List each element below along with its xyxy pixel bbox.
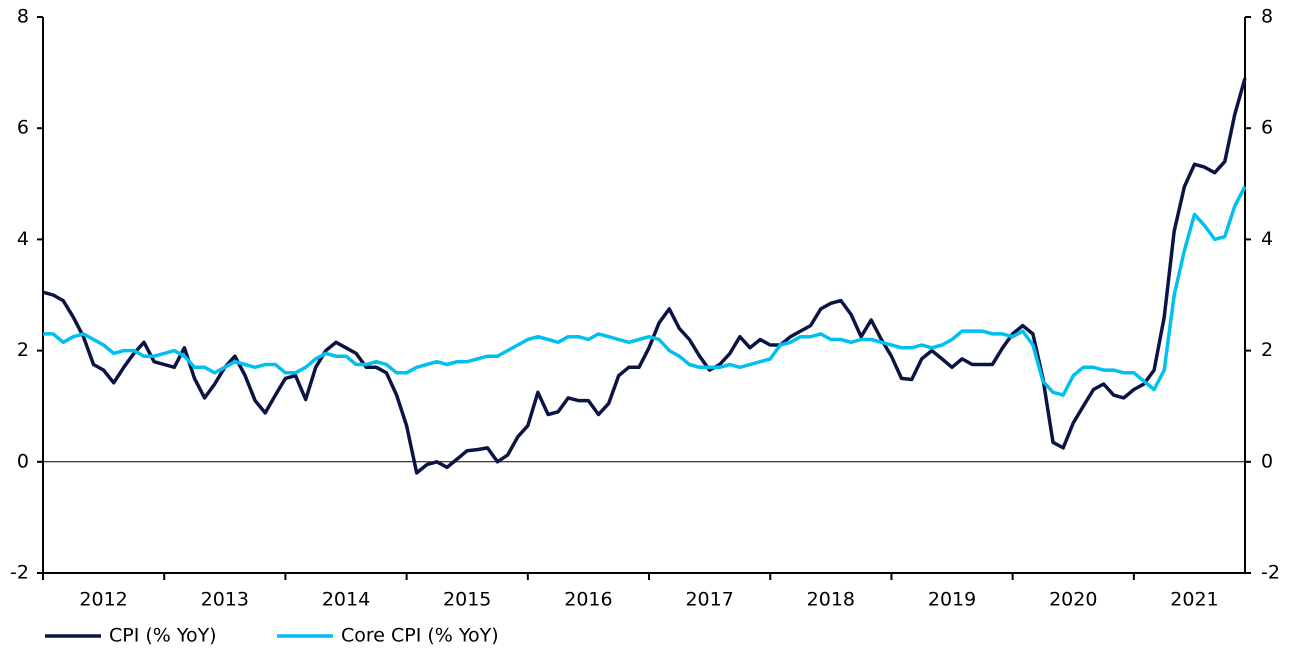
x-tick-label: 2018 <box>807 589 855 611</box>
y2-tick-label: 6 <box>1261 117 1273 139</box>
legend-label: CPI (% YoY) <box>109 625 217 647</box>
x-tick-label: 2015 <box>443 589 491 611</box>
legend-label: Core CPI (% YoY) <box>341 625 499 647</box>
x-tick-label: 2016 <box>564 589 612 611</box>
y-tick-label: 6 <box>17 117 29 139</box>
y-tick-label: 4 <box>17 228 29 250</box>
y-tick-label: 2 <box>17 339 29 361</box>
y2-tick-label: 0 <box>1261 450 1273 472</box>
x-tick-label: 2019 <box>928 589 976 611</box>
x-tick-label: 2013 <box>201 589 249 611</box>
x-tick-label: 2021 <box>1170 589 1218 611</box>
series-line <box>42 77 1247 475</box>
y-tick-label: 0 <box>17 450 29 472</box>
y2-tick-label: 8 <box>1261 6 1273 28</box>
y-tick-label: 8 <box>17 6 29 28</box>
y-tick-label: -2 <box>10 562 29 584</box>
x-tick-label: 2017 <box>685 589 733 611</box>
y2-tick-label: -2 <box>1261 562 1280 584</box>
y2-tick-label: 2 <box>1261 339 1273 361</box>
series-line <box>43 185 1247 397</box>
y2-tick-label: 4 <box>1261 228 1273 250</box>
x-tick-label: 2020 <box>1049 589 1097 611</box>
x-tick-label: 2012 <box>79 589 127 611</box>
x-tick-label: 2014 <box>322 589 370 611</box>
